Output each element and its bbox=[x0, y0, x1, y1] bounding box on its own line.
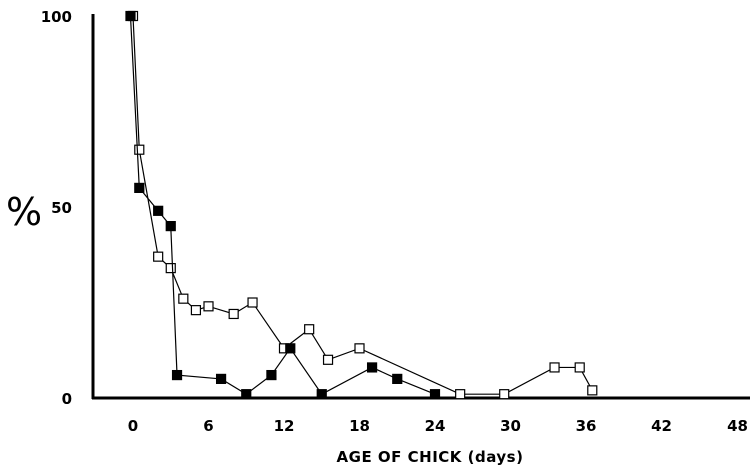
data-point bbox=[171, 369, 183, 381]
series-group bbox=[125, 10, 598, 400]
x-tick-label: 12 bbox=[274, 417, 295, 435]
data-point bbox=[203, 301, 214, 312]
x-axis-label: AGE OF CHICK (days) bbox=[337, 448, 524, 466]
data-point bbox=[316, 389, 327, 400]
y-axis-label: % bbox=[6, 190, 42, 234]
x-tick-label: 0 bbox=[128, 417, 138, 435]
y-tick-label: 100 bbox=[41, 8, 72, 26]
data-point bbox=[574, 362, 585, 373]
data-point bbox=[587, 385, 598, 396]
data-point bbox=[165, 263, 176, 274]
series-line bbox=[129, 15, 436, 395]
series-line bbox=[132, 15, 593, 395]
data-point bbox=[499, 389, 510, 400]
data-point bbox=[153, 251, 164, 262]
x-tick-label: 42 bbox=[651, 417, 672, 435]
axes bbox=[91, 14, 750, 400]
x-tick-labels: 0 6 12 18 24 30 36 42 48 bbox=[128, 417, 748, 435]
data-point bbox=[366, 362, 378, 373]
data-point bbox=[304, 324, 315, 335]
data-point bbox=[247, 297, 258, 308]
x-tick-label: 18 bbox=[349, 417, 370, 435]
data-point bbox=[429, 389, 441, 400]
y-tick-labels: 0 50 100 bbox=[41, 8, 72, 408]
data-point bbox=[215, 373, 227, 384]
series-open-square bbox=[127, 10, 598, 400]
data-point bbox=[285, 343, 296, 354]
data-point bbox=[178, 293, 189, 304]
series-filled-square bbox=[125, 10, 441, 400]
data-point bbox=[134, 182, 145, 193]
data-point bbox=[322, 354, 334, 365]
x-tick-label: 6 bbox=[203, 417, 213, 435]
data-point bbox=[134, 144, 145, 155]
x-tick-label: 30 bbox=[500, 417, 521, 435]
data-point bbox=[266, 369, 277, 381]
data-point bbox=[241, 389, 252, 400]
data-point bbox=[455, 389, 466, 400]
y-tick-label: 50 bbox=[51, 199, 72, 217]
data-point bbox=[153, 205, 164, 216]
data-point bbox=[392, 373, 403, 384]
y-tick-label: 0 bbox=[62, 390, 72, 408]
x-tick-label: 24 bbox=[425, 417, 446, 435]
data-point bbox=[354, 343, 365, 354]
x-tick-label: 48 bbox=[727, 417, 748, 435]
x-tick-label: 36 bbox=[576, 417, 597, 435]
data-point bbox=[549, 362, 560, 373]
data-point bbox=[228, 308, 239, 320]
data-point bbox=[125, 10, 136, 22]
data-point bbox=[165, 221, 176, 232]
data-point bbox=[190, 305, 202, 316]
